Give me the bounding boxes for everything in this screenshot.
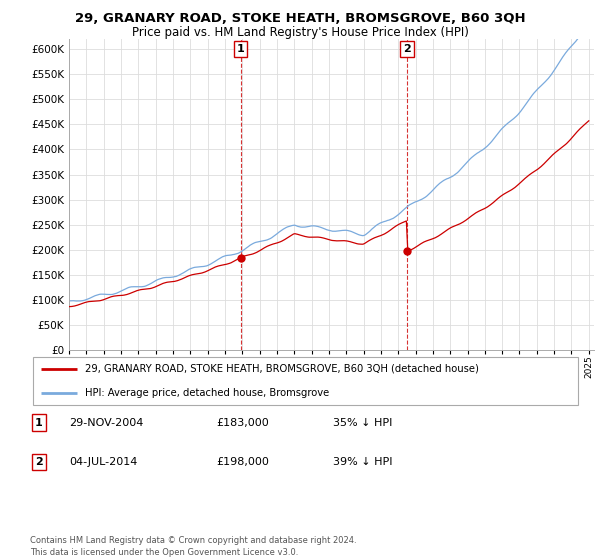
FancyBboxPatch shape <box>33 357 578 405</box>
Text: Price paid vs. HM Land Registry's House Price Index (HPI): Price paid vs. HM Land Registry's House … <box>131 26 469 39</box>
Text: 39% ↓ HPI: 39% ↓ HPI <box>333 457 392 467</box>
Text: 04-JUL-2014: 04-JUL-2014 <box>69 457 137 467</box>
Text: Contains HM Land Registry data © Crown copyright and database right 2024.
This d: Contains HM Land Registry data © Crown c… <box>30 536 356 557</box>
Text: HPI: Average price, detached house, Bromsgrove: HPI: Average price, detached house, Brom… <box>85 388 329 398</box>
Text: 29-NOV-2004: 29-NOV-2004 <box>69 418 143 428</box>
Text: 2: 2 <box>403 44 411 54</box>
Text: 1: 1 <box>237 44 245 54</box>
Text: 35% ↓ HPI: 35% ↓ HPI <box>333 418 392 428</box>
Text: £183,000: £183,000 <box>216 418 269 428</box>
Text: 2: 2 <box>35 457 43 467</box>
Text: £198,000: £198,000 <box>216 457 269 467</box>
Text: 29, GRANARY ROAD, STOKE HEATH, BROMSGROVE, B60 3QH: 29, GRANARY ROAD, STOKE HEATH, BROMSGROV… <box>74 12 526 25</box>
Text: 1: 1 <box>35 418 43 428</box>
Text: 29, GRANARY ROAD, STOKE HEATH, BROMSGROVE, B60 3QH (detached house): 29, GRANARY ROAD, STOKE HEATH, BROMSGROV… <box>85 363 479 374</box>
